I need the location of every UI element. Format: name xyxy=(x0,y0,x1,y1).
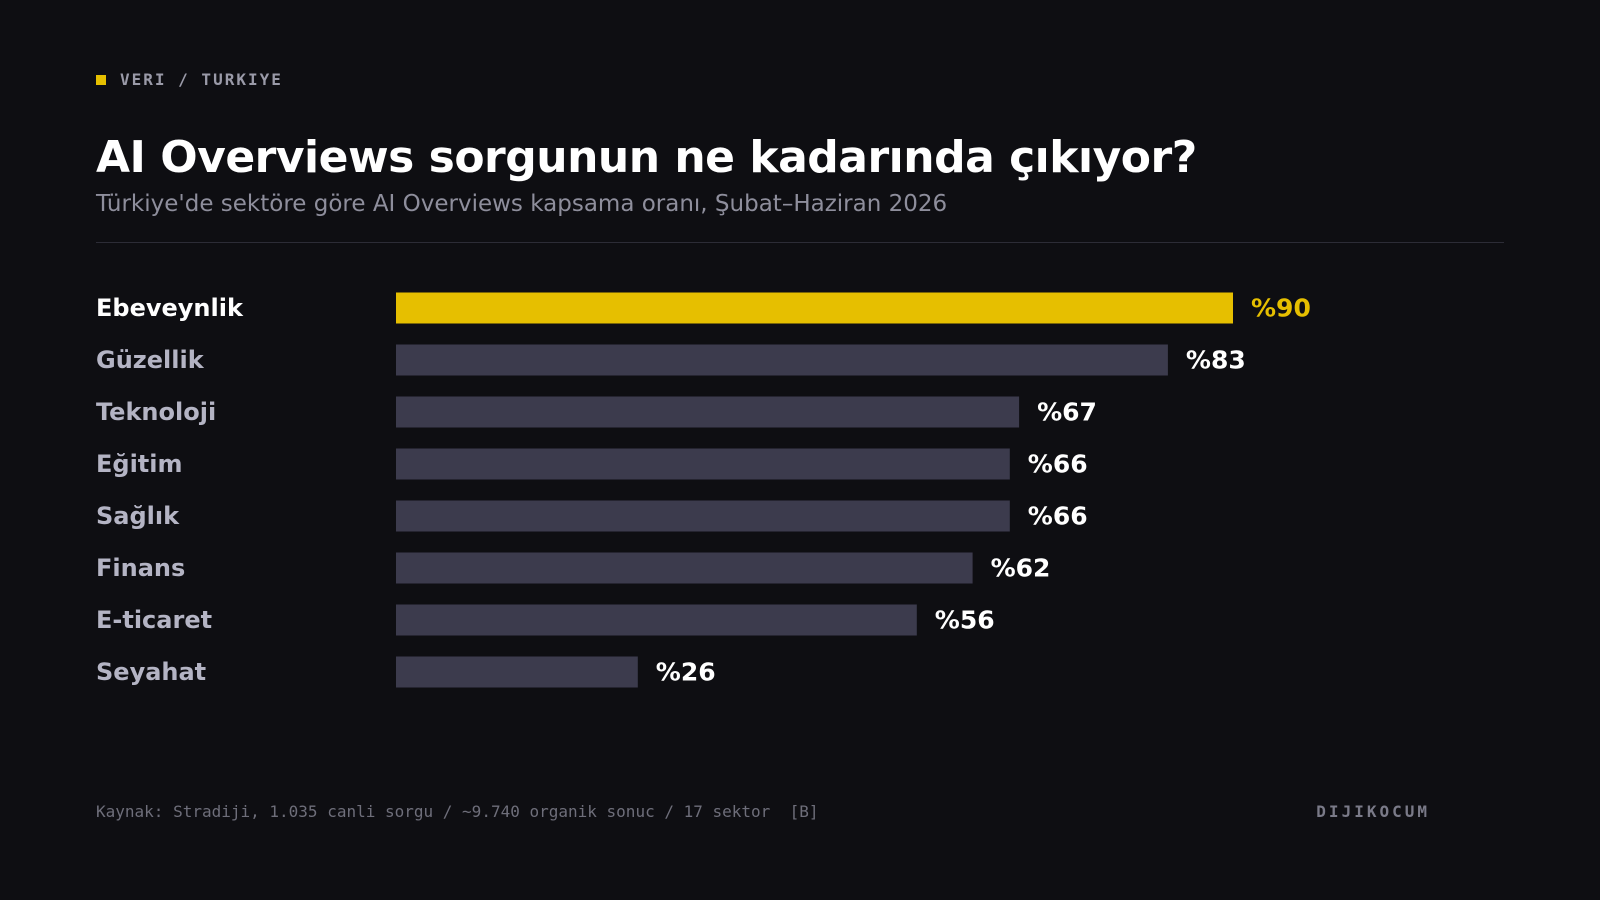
category-label: Teknoloji xyxy=(96,398,216,426)
bar xyxy=(396,656,638,688)
source-note: Kaynak: Stradiji, 1.035 canli sorgu / ~9… xyxy=(96,802,819,821)
value-label: %66 xyxy=(1028,502,1088,531)
eyebrow: VERI / TURKIYE xyxy=(96,70,283,89)
category-label: Eğitim xyxy=(96,450,183,478)
value-label: %90 xyxy=(1251,294,1311,323)
bar xyxy=(396,604,917,636)
category-label: Güzellik xyxy=(96,346,205,374)
accent-square-icon xyxy=(96,74,106,85)
category-label: E-ticaret xyxy=(96,606,212,634)
chart-title: AI Overviews sorgunun ne kadarında çıkıy… xyxy=(96,132,1197,183)
category-label: Seyahat xyxy=(96,658,206,686)
brand-logo: DIJIKOCUM xyxy=(1316,802,1430,821)
value-label: %62 xyxy=(991,554,1051,583)
bar xyxy=(396,396,1020,428)
bar xyxy=(396,448,1010,480)
bar xyxy=(396,292,1233,324)
category-label: Ebeveynlik xyxy=(96,294,244,322)
eyebrow-text: VERI / TURKIYE xyxy=(120,70,283,89)
bar xyxy=(396,344,1168,376)
header-divider xyxy=(96,242,1504,243)
category-label: Sağlık xyxy=(96,502,180,530)
bar xyxy=(396,552,973,584)
value-label: %67 xyxy=(1037,398,1097,427)
value-label: %26 xyxy=(656,658,716,687)
value-label: %56 xyxy=(935,606,995,635)
chart-subtitle: Türkiye'de sektöre göre AI Overviews kap… xyxy=(96,191,948,217)
value-label: %66 xyxy=(1028,450,1088,479)
bar xyxy=(396,500,1010,532)
category-label: Finans xyxy=(96,554,185,582)
value-label: %83 xyxy=(1186,346,1246,375)
